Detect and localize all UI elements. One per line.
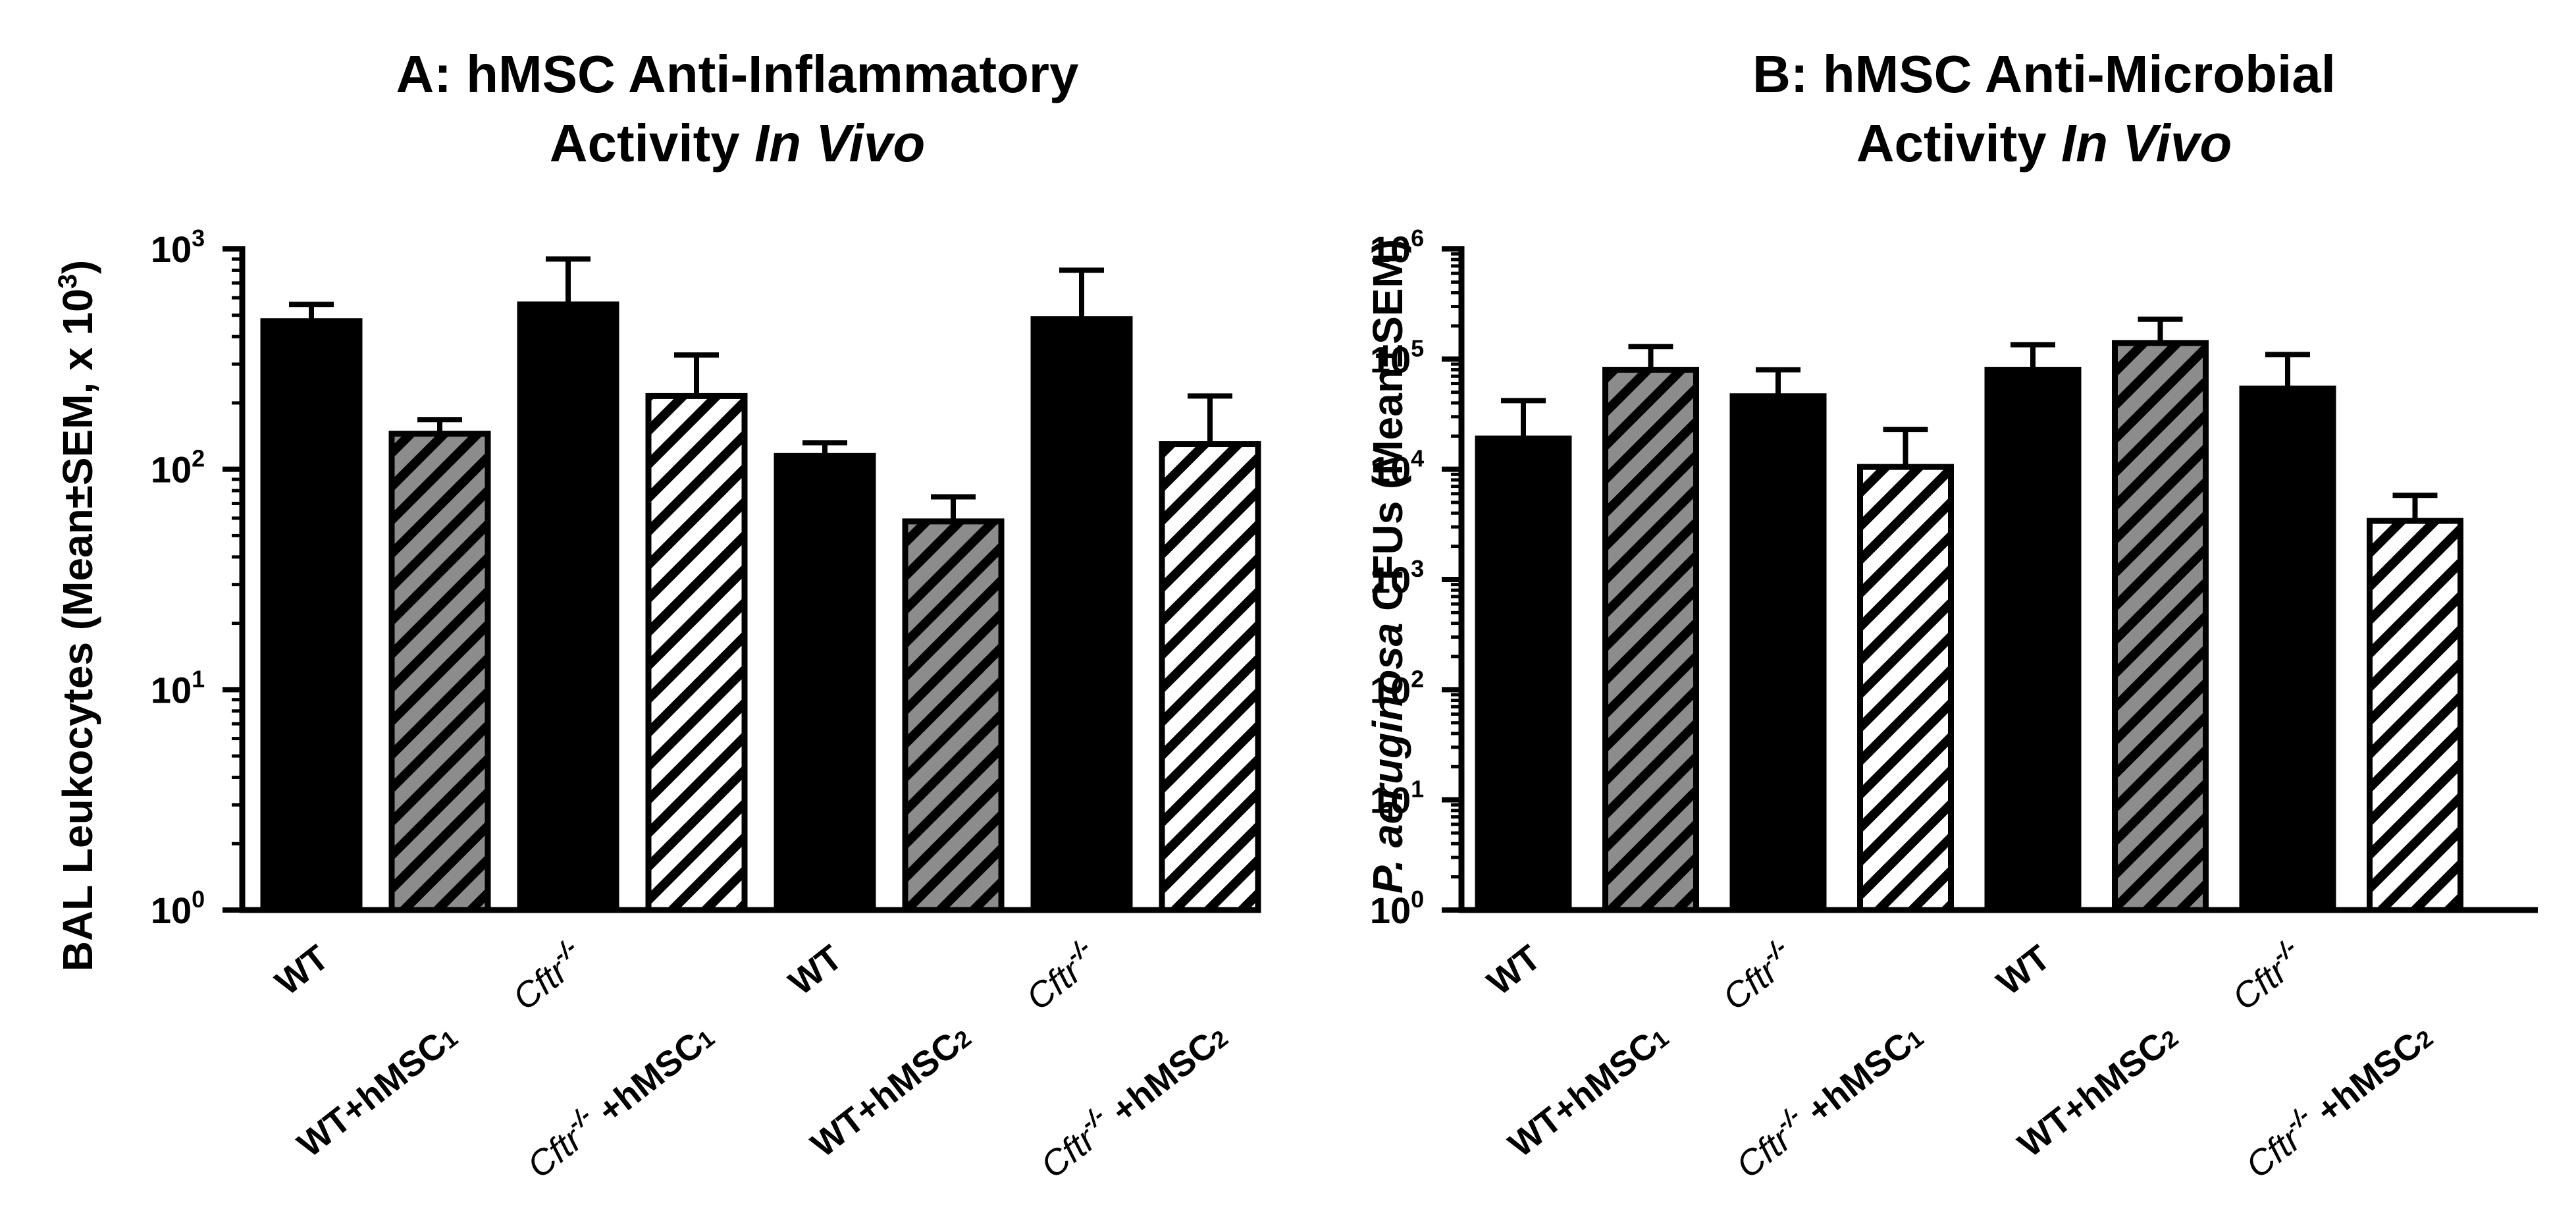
panel-b-x-tick-label: Cftr-/- +hMSC2 [2235, 1012, 2440, 1186]
panel-b-bar-1 [1475, 435, 1572, 913]
panel-b-title-line2: Activity In Vivo [1856, 114, 2232, 173]
panel-b-bar-5 [1984, 367, 2082, 913]
panel-a-y-tick-label: 100 [151, 886, 205, 931]
panel-b-y-axis-label: P. aeruginosa CFUs (Mean±SEM) [1364, 239, 1411, 894]
panel-a-x-tick-label: Cftr-/- [1016, 933, 1107, 1018]
panel-b-x-tick-label: WT+hMSC2 [2011, 1017, 2185, 1165]
panel-a-y-tick-label: 103 [151, 225, 205, 270]
panel-b-x-tick-label: WT+hMSC1 [1502, 1017, 1675, 1165]
panel-a-y-tick-label: 101 [151, 665, 205, 711]
panel-b-bar-4 [1857, 464, 1954, 913]
panel-b: B: hMSC Anti-Microbial Activity In Vivo … [1364, 45, 2538, 1186]
panel-b-bar-3 [1729, 393, 1827, 913]
panel-a-bar-3 [517, 301, 619, 913]
panel-a-y-axis-label: BAL Leukocytes (Mean±SEM, x 103) [53, 260, 101, 972]
panel-b-y-tick-label: 104 [1370, 445, 1424, 491]
panel-a-bar-7 [1030, 316, 1133, 913]
panel-a-x-tick-label: WT [781, 938, 849, 1003]
panel-a-bar-6 [902, 518, 1005, 913]
panel-a-bar-5 [774, 452, 876, 913]
panel-b-x-tick-label: Cftr-/- [2222, 933, 2313, 1018]
panel-a-x-tick-label: WT+hMSC1 [290, 1017, 464, 1165]
panel-b-bar-8 [2367, 518, 2463, 913]
panel-b-plot-area: 100101102103104105106WTWT+hMSC1Cftr-/-Cf… [1370, 225, 2538, 1186]
panel-b-y-tick-label: 106 [1370, 225, 1424, 270]
panel-b-bar-7 [2239, 385, 2336, 913]
panel-b-x-tick-label: Cftr-/- [1712, 933, 1803, 1018]
panel-b-x-tick-label: WT [1989, 938, 2057, 1003]
panel-b-y-tick-label: 100 [1370, 886, 1424, 931]
panel-a-x-tick-label: WT+hMSC2 [804, 1017, 978, 1165]
panel-b-y-tick-label: 101 [1370, 776, 1424, 821]
panel-b-y-tick-label: 102 [1370, 665, 1424, 711]
panel-b-x-tick-label: WT [1480, 938, 1548, 1003]
panel-a: A: hMSC Anti-Inflammatory Activity In Vi… [53, 45, 1261, 1186]
panel-a-x-tick-label: Cftr-/- +hMSC1 [517, 1012, 722, 1186]
panel-b-y-tick-label: 103 [1370, 555, 1424, 601]
panel-a-y-tick-label: 102 [151, 445, 205, 491]
panel-b-bar-2 [1602, 367, 1699, 913]
panel-a-x-tick-label: Cftr-/- [502, 933, 593, 1018]
panel-a-bar-1 [260, 318, 363, 913]
panel-a-bar-2 [388, 431, 491, 913]
panel-a-x-tick-label: Cftr-/- +hMSC2 [1030, 1012, 1235, 1186]
panel-a-title-line1: A: hMSC Anti-Inflammatory [396, 45, 1079, 103]
panel-a-bar-8 [1159, 441, 1261, 913]
panel-b-y-tick-label: 105 [1370, 335, 1424, 380]
panel-a-title-line2: Activity In Vivo [550, 114, 926, 173]
panel-a-bar-4 [645, 392, 748, 913]
panel-a-x-tick-label: WT [268, 938, 336, 1003]
panel-b-title-line1: B: hMSC Anti-Microbial [1752, 45, 2336, 103]
panel-b-bar-6 [2112, 340, 2209, 913]
panel-b-x-tick-label: Cftr-/- +hMSC1 [1725, 1012, 1930, 1186]
